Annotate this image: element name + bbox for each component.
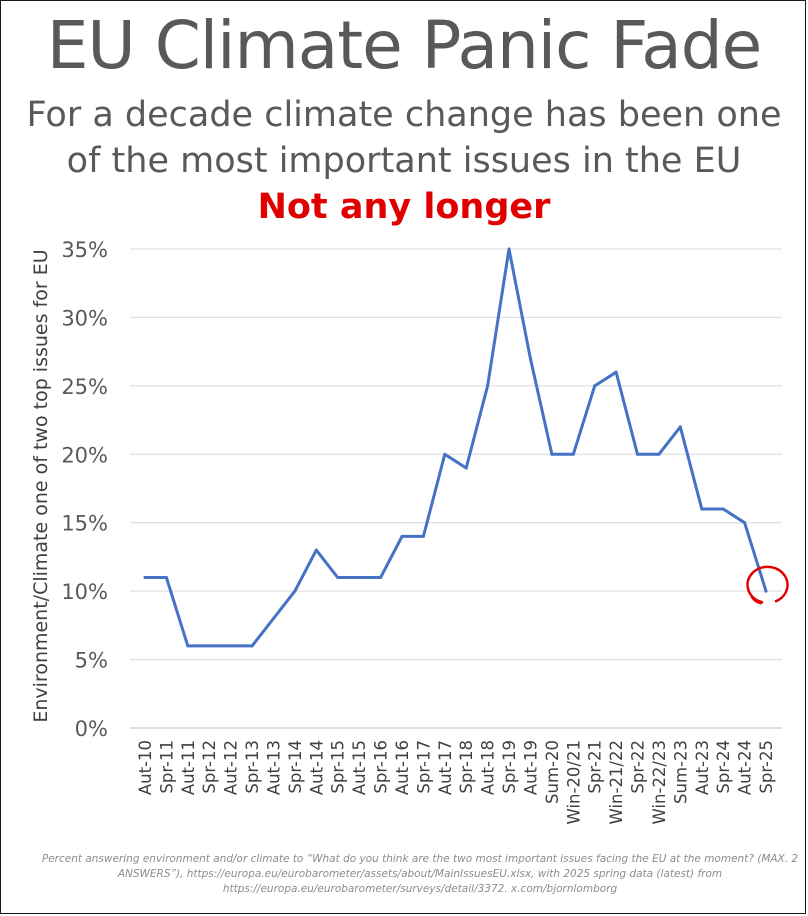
- data-point: [678, 425, 682, 429]
- x-tick-label: Aut-17: [436, 740, 455, 795]
- y-tick-label: 35%: [61, 238, 108, 262]
- x-tick-label: Aut-16: [393, 740, 412, 795]
- y-tick-label: 25%: [61, 375, 108, 399]
- data-point: [593, 384, 597, 388]
- x-tick-label: Aut-18: [479, 740, 498, 795]
- highlight-circle: [746, 565, 789, 605]
- x-tick-label: Aut-19: [521, 740, 540, 795]
- data-point: [379, 575, 383, 579]
- x-tick-label: Spr-22: [629, 740, 648, 794]
- x-tick-label: Win-20/21: [564, 740, 583, 825]
- x-tick-label: Aut-15: [350, 740, 369, 795]
- x-tick-label: Spr-13: [243, 740, 262, 794]
- x-tick-label: Spr-25: [757, 740, 776, 794]
- x-tick-label: Win-21/22: [607, 740, 626, 825]
- data-point: [743, 521, 747, 525]
- data-point: [400, 534, 404, 538]
- data-point: [357, 575, 361, 579]
- data-point: [764, 589, 768, 593]
- chart-title: EU Climate Panic Fade: [46, 7, 763, 84]
- data-point: [143, 575, 147, 579]
- x-tick-label: Sum-23: [671, 740, 690, 804]
- data-point: [186, 644, 190, 648]
- x-tick-label: Spr-21: [586, 740, 605, 794]
- x-tick-label: Spr-11: [157, 740, 176, 794]
- data-point: [614, 370, 618, 374]
- x-tick-label: Aut-10: [136, 740, 155, 795]
- chart-highlight-text: Not any longer: [257, 187, 551, 227]
- data-point: [229, 644, 233, 648]
- x-tick-label: Spr-16: [372, 740, 391, 794]
- x-tick-label: Aut-14: [307, 740, 326, 795]
- data-point: [507, 247, 511, 251]
- data-point: [528, 356, 532, 360]
- x-tick-label: Spr-19: [500, 740, 519, 794]
- data-point: [314, 548, 318, 552]
- data-point: [464, 466, 468, 470]
- x-tick-label: Aut-13: [264, 740, 283, 795]
- data-point: [207, 644, 211, 648]
- data-point: [571, 452, 575, 456]
- x-tick-label: Sum-20: [543, 740, 562, 804]
- x-tick-label: Spr-24: [714, 740, 733, 794]
- x-tick-label: Aut-24: [736, 740, 755, 795]
- data-point: [721, 507, 725, 511]
- data-point: [271, 617, 275, 621]
- data-point: [550, 452, 554, 456]
- y-tick-label: 5%: [75, 649, 108, 673]
- x-tick-label: Spr-18: [457, 740, 476, 794]
- source-note: Percent answering environment and/or cli…: [41, 853, 799, 895]
- data-point: [421, 534, 425, 538]
- x-tick-label: Aut-23: [693, 740, 712, 795]
- data-point: [293, 589, 297, 593]
- x-tick-label: Win-22/23: [650, 740, 669, 825]
- chart-subtitle-line-2: of the most important issues in the EU: [66, 141, 742, 181]
- y-tick-label: 30%: [61, 306, 108, 330]
- chart-subtitle-line-1: For a decade climate change has been one: [26, 95, 782, 135]
- x-tick-label: Spr-15: [329, 740, 348, 794]
- x-tick-label: Aut-11: [179, 740, 198, 795]
- data-point: [486, 384, 490, 388]
- line-chart: 0% 5% 10% 15% 20% 25% 30% 35% Aut-10 Spr-11 Aut-11…: [61, 238, 789, 825]
- x-tick-label: Spr-14: [286, 740, 305, 794]
- data-point: [250, 644, 254, 648]
- data-point: [336, 575, 340, 579]
- data-point: [164, 575, 168, 579]
- series-line: [143, 247, 768, 648]
- data-point: [657, 452, 661, 456]
- data-point: [443, 452, 447, 456]
- data-point: [700, 507, 704, 511]
- y-tick-label: 10%: [61, 580, 108, 604]
- y-tick-label: 15%: [61, 512, 108, 536]
- y-tick-label: 0%: [75, 717, 108, 741]
- x-tick-label: Aut-12: [222, 740, 241, 795]
- data-point: [636, 452, 640, 456]
- y-tick-label: 20%: [61, 443, 108, 467]
- x-tick-label: Spr-17: [414, 740, 433, 794]
- x-tick-label: Spr-12: [200, 740, 219, 794]
